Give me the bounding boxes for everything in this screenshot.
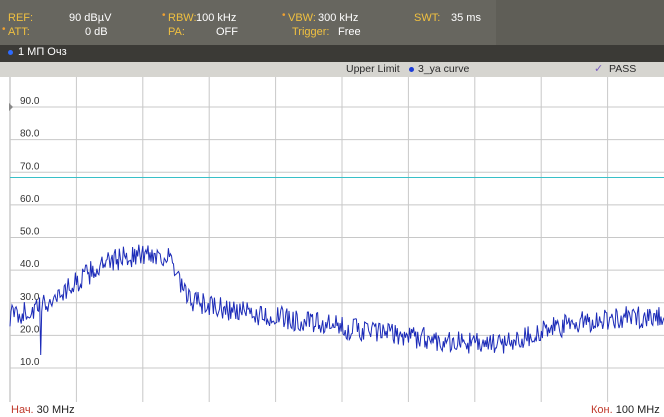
y-tick-label: 30.0	[20, 292, 40, 303]
limit-status: PASS	[609, 63, 637, 75]
y-tick-label: 40.0	[20, 259, 40, 270]
vbw-value[interactable]: 300 kHz	[318, 12, 359, 24]
pass-check-icon: ✓	[594, 63, 604, 75]
att-value[interactable]: 0 dB	[85, 26, 108, 38]
settings-bar-empty-area	[496, 0, 664, 45]
spectrum-plot-area[interactable]: 90.0 80.0 70.0 60.0 50.0 40.0 30.0 20.0 10.0	[0, 77, 664, 402]
trace-info-bar: 1 МП Очз	[0, 45, 664, 62]
stop-frequency-value: 100 MHz	[615, 404, 660, 416]
ref-level-marker-icon	[9, 103, 13, 111]
pa-label: PA:	[168, 26, 185, 38]
start-frequency[interactable]: Нач. 30 MHz	[11, 404, 75, 416]
stop-frequency-prefix: Кон.	[591, 404, 613, 416]
limit-info-bar: Upper Limit 3_ya curve ✓ PASS	[0, 62, 664, 77]
trace-label[interactable]: 1 МП Очз	[18, 46, 67, 58]
vbw-modified-marker: •	[282, 10, 286, 21]
y-tick-label: 70.0	[20, 161, 40, 172]
att-label: ATT:	[8, 26, 30, 38]
pa-value[interactable]: OFF	[216, 26, 238, 38]
ref-value[interactable]: 90 dBµV	[69, 12, 112, 24]
start-frequency-prefix: Нач.	[11, 404, 34, 416]
y-tick-label: 80.0	[20, 129, 40, 140]
trace-color-dot	[8, 50, 13, 55]
ref-label: REF:	[8, 12, 34, 24]
upper-limit-label: Upper Limit	[346, 63, 400, 75]
frequency-span-bar: Нач. 30 MHz Кон. 100 MHz	[0, 402, 664, 417]
rbw-label: RBW:	[168, 12, 197, 24]
spectrum-trace	[9, 244, 664, 356]
spectrum-chart[interactable]: 90.0 80.0 70.0 60.0 50.0 40.0 30.0 20.0 10.0	[0, 77, 664, 402]
y-tick-label: 10.0	[20, 357, 40, 368]
start-frequency-value: 30 MHz	[36, 404, 75, 416]
stop-frequency[interactable]: Кон. 100 MHz	[591, 404, 660, 416]
swt-value[interactable]: 35 ms	[451, 12, 481, 24]
swt-label: SWT:	[414, 12, 441, 24]
trigger-value[interactable]: Free	[338, 26, 361, 38]
settings-bar: REF: 90 dBµV • ATT: 0 dB • RBW: 100 kHz …	[0, 0, 664, 45]
y-tick-label: 60.0	[20, 194, 40, 205]
y-tick-label: 20.0	[20, 324, 40, 335]
trigger-label: Trigger:	[292, 26, 330, 38]
y-tick-label: 90.0	[20, 96, 40, 107]
limit-curve-name[interactable]: 3_ya curve	[418, 63, 470, 75]
limit-curve-dot	[409, 67, 414, 72]
vbw-label: VBW:	[288, 12, 316, 24]
y-tick-label: 50.0	[20, 227, 40, 238]
rbw-modified-marker: •	[162, 10, 166, 21]
rbw-value[interactable]: 100 kHz	[196, 12, 237, 24]
att-modified-marker: •	[2, 24, 6, 35]
